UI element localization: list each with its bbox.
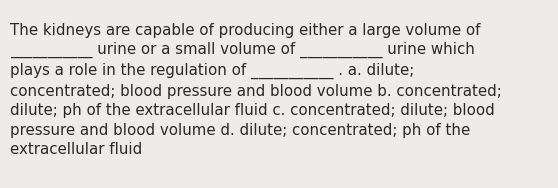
Text: The kidneys are capable of producing either a large volume of
___________ urine : The kidneys are capable of producing eit… [10, 23, 502, 157]
